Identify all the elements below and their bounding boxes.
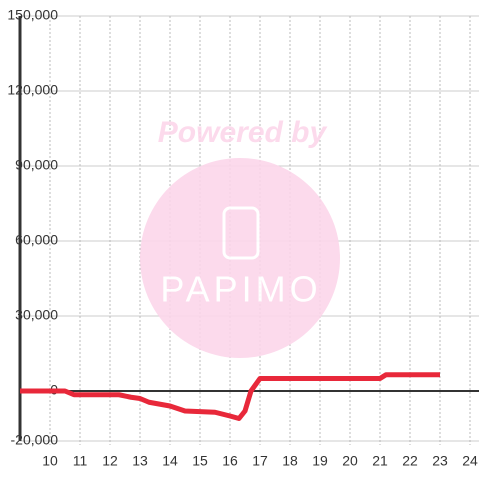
x-tick-label: 18 [282, 453, 298, 469]
x-tick-label: 20 [342, 453, 358, 469]
y-tick-label: -20,000 [11, 432, 59, 448]
x-tick-label: 17 [252, 453, 268, 469]
x-tick-label: 19 [312, 453, 328, 469]
x-tick-label: 23 [432, 453, 448, 469]
y-tick-label: 60,000 [15, 232, 58, 248]
x-tick-label: 13 [132, 453, 148, 469]
x-tick-label: 14 [162, 453, 178, 469]
x-tick-label: 15 [192, 453, 208, 469]
x-tick-label: 21 [372, 453, 388, 469]
watermark-top: Powered by [158, 116, 328, 149]
y-tick-label: 90,000 [15, 157, 58, 173]
x-tick-label: 10 [42, 453, 58, 469]
x-tick-label: 11 [73, 453, 88, 469]
data-line [20, 372, 440, 421]
y-tick-label: 30,000 [15, 307, 58, 323]
watermark-icon [222, 206, 260, 260]
y-tick-label: 120,000 [7, 82, 58, 98]
y-tick-label: 150,000 [7, 7, 58, 23]
watermark: Powered by PAPIMO [140, 116, 340, 358]
x-tick-label: 24 [462, 453, 478, 469]
x-tick-label: 22 [402, 453, 418, 469]
x-tick-label: 12 [102, 453, 118, 469]
x-tick-label: 16 [222, 453, 238, 469]
watermark-logo: PAPIMO [160, 269, 321, 310]
